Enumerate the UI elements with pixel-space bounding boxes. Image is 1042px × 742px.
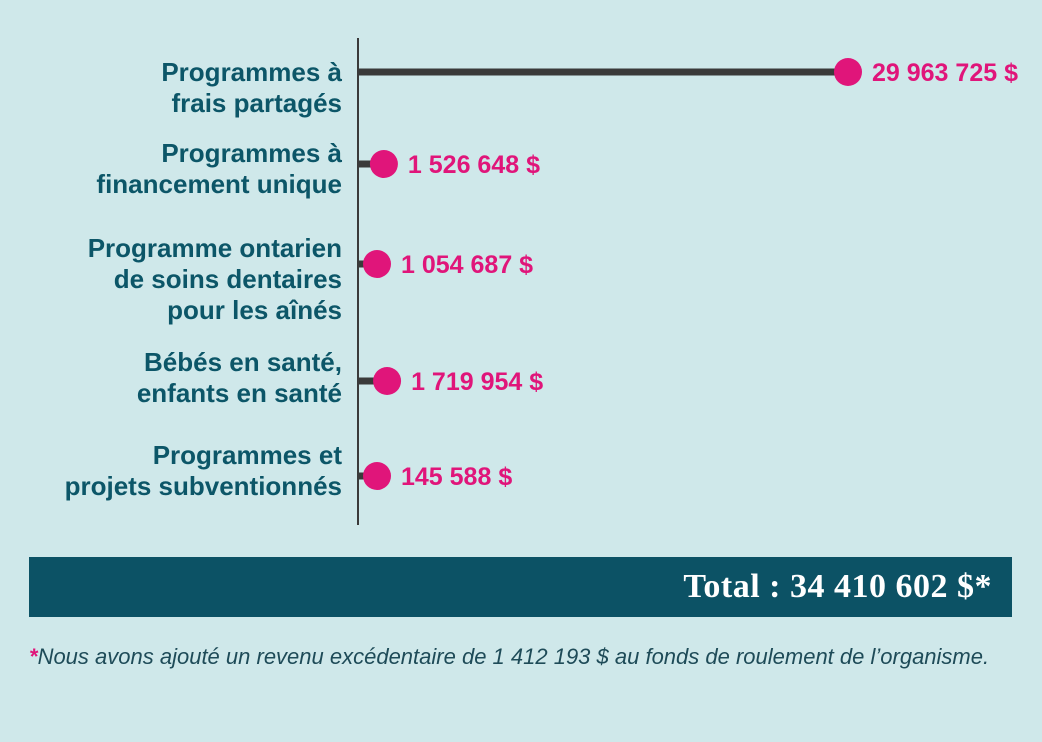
bar-dot-1 bbox=[834, 58, 862, 86]
category-label-2: Programmes à financement unique bbox=[96, 138, 342, 200]
bar-dot-4 bbox=[373, 367, 402, 395]
category-label-line: de soins dentaires bbox=[113, 264, 342, 294]
footnote: *Nous avons ajouté un revenu excédentair… bbox=[29, 640, 1019, 673]
category-label-line: Bébés en santé, bbox=[144, 347, 342, 377]
lollipop-chart: 29 963 725 $ 1 526 648 $ 1 054 687 $ 1 719 … bbox=[357, 38, 1018, 525]
category-label-line: financement unique bbox=[96, 169, 342, 199]
bar-dot-2 bbox=[369, 150, 398, 178]
bar-dot-5 bbox=[363, 462, 391, 490]
category-label-line: enfants en santé bbox=[136, 378, 342, 408]
footnote-marker: * bbox=[29, 644, 38, 669]
category-label-5: Programmes et projets subventionnés bbox=[65, 440, 342, 502]
category-label-line: Programme ontarien bbox=[87, 233, 342, 263]
category-label-line: projets subventionnés bbox=[64, 471, 342, 501]
value-label-5: 145 588 $ bbox=[401, 463, 512, 491]
category-label-line: frais partagés bbox=[171, 88, 342, 118]
value-label-3: 1 054 687 $ bbox=[401, 251, 533, 279]
footnote-text: Nous avons ajouté un revenu excédentaire… bbox=[37, 644, 990, 669]
bar-dot-3 bbox=[363, 250, 391, 278]
value-label-2: 1 526 648 $ bbox=[408, 151, 540, 179]
category-label-line: Programmes et bbox=[152, 440, 342, 470]
total-value: Total : 34 410 602 $* bbox=[683, 568, 992, 605]
category-label-line: Programmes à bbox=[161, 57, 342, 87]
category-label-1: Programmes à frais partagés bbox=[161, 57, 342, 119]
category-label-3: Programme ontarien de soins dentaires pour… bbox=[88, 233, 342, 326]
total-banner: Total : 34 410 602 $* bbox=[29, 557, 1012, 617]
category-label-line: Programmes à bbox=[161, 138, 342, 168]
value-label-1: 29 963 725 $ bbox=[872, 59, 1018, 87]
category-label-line: pour les aînés bbox=[167, 295, 342, 325]
value-label-4: 1 719 954 $ bbox=[411, 368, 543, 396]
category-label-4: Bébés en santé, enfants en santé bbox=[137, 347, 342, 409]
